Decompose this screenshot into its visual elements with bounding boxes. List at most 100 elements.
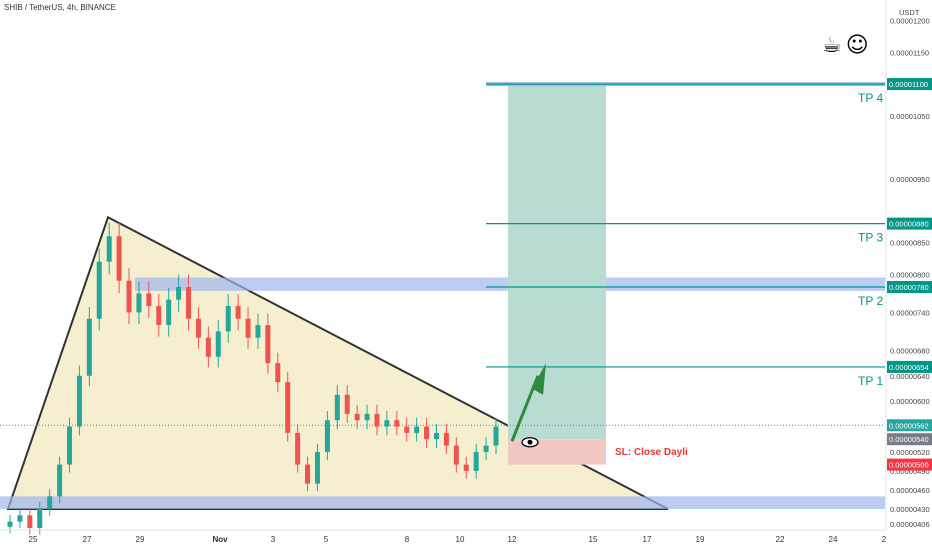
eye-pupil [527,439,533,445]
y-tick-label: 0.00001050 [890,112,930,121]
header-icons: ☕☺ [822,33,873,58]
candle [136,293,142,313]
candle [404,426,410,433]
candle [354,413,360,421]
price-tag-label: 0.00000880 [889,220,929,229]
price-tag [887,78,932,91]
smiley-icon: ☺ [845,33,873,58]
y-tick-label: 0.00000406 [890,520,930,529]
x-tick-label: 3 [271,535,276,544]
candle [433,432,439,440]
candle [483,445,489,452]
x-tick-label: 2 [882,535,887,544]
candle [493,426,499,446]
candle [384,420,390,427]
candle [305,464,311,484]
candle [186,287,192,319]
candle [195,318,201,338]
sl-label: SL: Close Dayli [615,447,688,458]
y-tick-label: 0.00000520 [890,448,930,457]
candle [453,445,459,465]
price-tag-label: 0.00000540 [889,435,929,444]
candle [275,363,281,383]
x-tick-label: 25 [29,535,38,544]
x-tick-label: 15 [589,535,598,544]
chart-title: SHIB / TetherUS, 4h, BINANCE [4,3,116,12]
tp-label: TP 2 [858,294,883,308]
price-tag [887,281,932,294]
y-tick-label: 0.00000490 [890,467,930,476]
y-tick-label: 0.00001200 [890,17,930,26]
y-tick-label: 0.00000800 [890,270,930,279]
x-tick-label: 8 [405,535,410,544]
y-tick-label: 0.00000460 [890,486,930,495]
candle [106,236,112,262]
target-box [508,84,606,440]
x-tick-label: 27 [83,535,92,544]
candle [37,508,43,528]
price-tag [887,360,932,373]
tp-label: TP 1 [858,374,883,388]
candle [67,426,73,465]
x-tick-label: 29 [136,535,145,544]
candle [146,293,152,307]
x-tick-label: 24 [829,535,838,544]
currency-label: USDT [899,8,920,17]
price-tag [887,419,932,432]
x-tick-label: 5 [324,535,329,544]
price-tag [887,433,932,446]
candle [424,426,430,440]
candle [473,451,479,471]
tp-label: TP 4 [858,91,883,105]
candle [394,420,400,427]
candle [166,299,172,326]
y-tick-label: 0.00000950 [890,175,930,184]
candle [27,515,33,528]
candle [334,394,340,421]
x-tick-label: 17 [643,535,652,544]
candle [295,432,301,465]
candle [314,451,320,484]
candle [47,496,53,509]
support-zone [0,496,885,509]
candle [285,382,291,433]
price-tag-label: 0.00000780 [889,283,929,292]
y-tick-label: 0.00000850 [890,239,930,248]
price-tag [887,458,932,471]
x-tick-label: 12 [508,535,517,544]
price-tag-label: 0.00000500 [889,461,929,470]
candle [235,306,241,319]
price-tag-label: 0.00000654 [889,363,929,372]
y-tick-label: 0.00000740 [890,308,930,317]
candle [245,318,251,338]
x-tick-label: 19 [696,535,705,544]
candle [364,413,370,421]
candle [255,325,261,338]
candle [225,306,231,332]
x-tick-label: Nov [212,535,228,544]
candle [344,394,350,414]
candle [205,337,211,357]
candle [463,464,469,471]
candle [215,331,221,357]
y-tick-label: 0.00001150 [890,48,929,57]
candle [156,306,162,326]
candle [374,413,380,427]
candle [86,318,92,376]
candle [265,325,271,364]
candle [7,521,13,527]
candle [126,280,132,313]
candle [17,515,23,522]
tp-label: TP 3 [858,231,883,245]
y-tick-label: 0.00000430 [890,505,930,514]
candle [116,236,122,281]
y-tick-label: 0.00000600 [890,397,930,406]
candle [57,464,63,497]
y-tick-label: 0.00000640 [890,372,930,381]
candle [76,375,82,427]
coffee-icon: ☕ [822,33,846,58]
price-tag-label: 0.00001100 [889,80,928,89]
x-tick-label: 22 [776,535,785,544]
